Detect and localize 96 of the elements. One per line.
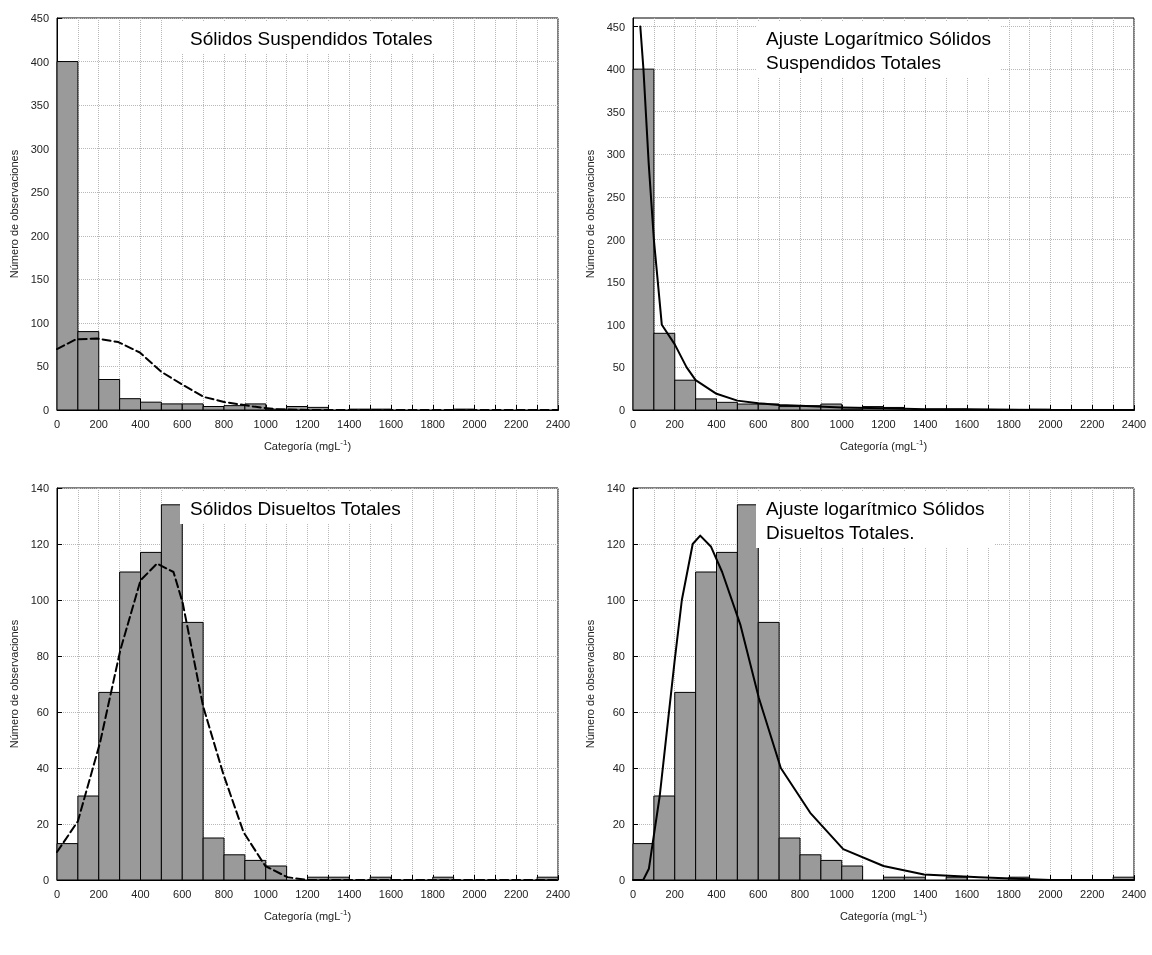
x-tick-label: 200 <box>665 887 684 900</box>
x-tick-label: 2400 <box>1121 887 1147 900</box>
x-tick-label: 800 <box>790 887 810 900</box>
y-tick-label: 20 <box>36 818 49 830</box>
x-tick-label: 1600 <box>378 417 404 430</box>
y-tick-label: 20 <box>612 818 625 830</box>
x-tick-label: 200 <box>89 417 108 430</box>
y-tick-label: 40 <box>612 762 625 774</box>
x-tick-label: 2000 <box>1038 417 1063 430</box>
y-tick-label: 0 <box>42 874 49 886</box>
x-tick-label: 1800 <box>996 887 1021 900</box>
text: Ajuste logarítmico Sólidos Disueltos Totales. <box>766 497 985 543</box>
x-tick-label: 1400 <box>337 417 362 430</box>
x-tick-label: 1200 <box>295 417 320 430</box>
text: Sólidos Disueltos Totales <box>190 497 401 519</box>
x-tick-label: 1000 <box>253 417 278 430</box>
x-tick-label: 400 <box>131 887 150 900</box>
text: Ajuste Logarítmico Sólidos Suspendidos Totales <box>766 27 991 73</box>
y-tick-label: 50 <box>36 360 49 373</box>
y-tick-label: 80 <box>612 650 625 662</box>
x-tick-label: 2400 <box>545 417 571 430</box>
y-tick-label: 450 <box>606 20 625 33</box>
x-tick-label: 1000 <box>829 417 854 430</box>
x-tick-label: 200 <box>89 887 108 900</box>
y-tick-label: 300 <box>30 142 49 155</box>
x-tick-label: 600 <box>749 417 768 430</box>
x-tick-label: 800 <box>790 417 810 430</box>
x-tick-label: 800 <box>214 417 234 430</box>
x-tick-label: 1600 <box>954 417 980 430</box>
y-tick-label: 80 <box>36 650 49 662</box>
x-tick-label: 0 <box>629 417 637 430</box>
y-tick-label: 100 <box>30 316 49 329</box>
y-tick-label: 150 <box>606 276 625 289</box>
y-tick-label: 140 <box>606 482 625 494</box>
y-tick-label: 400 <box>30 55 49 68</box>
y-tick-label: 200 <box>30 229 49 242</box>
x-tick-label: 1600 <box>954 887 980 900</box>
x-tick-label: 1600 <box>378 887 404 900</box>
y-tick-label: 400 <box>606 63 625 76</box>
x-tick-label: 2000 <box>462 887 487 900</box>
text: Sólidos Suspendidos Totales <box>190 27 433 49</box>
y-tick-label: 50 <box>612 361 625 374</box>
x-tick-label: 200 <box>665 417 684 430</box>
y-axis-title: Número de observaciones <box>583 149 596 279</box>
x-tick-label: 2200 <box>1080 887 1105 900</box>
x-tick-label: 1400 <box>913 887 938 900</box>
y-tick-label: 0 <box>618 404 625 416</box>
x-tick-label: 2200 <box>1080 417 1105 430</box>
y-tick-label: 200 <box>606 233 625 246</box>
x-tick-label: 400 <box>707 887 726 900</box>
x-tick-label: 2200 <box>504 887 529 900</box>
x-tick-label: 2000 <box>1038 887 1063 900</box>
y-axis-title: Número de observaciones <box>7 619 20 749</box>
x-tick-label: 1200 <box>295 887 320 900</box>
y-tick-label: 60 <box>36 706 49 718</box>
y-tick-label: 40 <box>36 762 49 774</box>
x-tick-label: 1400 <box>913 417 938 430</box>
y-tick-label: 120 <box>606 538 625 550</box>
x-tick-label: 1200 <box>871 887 896 900</box>
x-tick-label: 2400 <box>545 887 571 900</box>
x-tick-label: 1200 <box>871 417 896 430</box>
x-tick-label: 800 <box>214 887 234 900</box>
y-tick-label: 250 <box>606 190 625 203</box>
x-tick-label: 2400 <box>1121 417 1147 430</box>
y-tick-label: 120 <box>30 538 49 550</box>
x-tick-label: 1000 <box>829 887 854 900</box>
y-tick-label: 250 <box>30 186 49 199</box>
x-tick-label: 0 <box>53 887 61 900</box>
y-axis-title: Número de observaciones <box>7 149 20 279</box>
y-tick-label: 150 <box>30 273 49 286</box>
x-tick-label: 0 <box>53 417 61 430</box>
x-tick-label: 2200 <box>504 417 529 430</box>
x-tick-label: 1800 <box>420 417 445 430</box>
x-tick-label: 400 <box>707 417 726 430</box>
y-tick-label: 450 <box>30 12 49 24</box>
y-tick-label: 300 <box>606 148 625 161</box>
x-tick-label: 2000 <box>462 417 487 430</box>
x-tick-label: 1800 <box>996 417 1021 430</box>
y-tick-label: 100 <box>606 594 625 606</box>
y-axis-title: Número de observaciones <box>583 619 596 749</box>
x-tick-label: 600 <box>173 417 192 430</box>
y-tick-label: 350 <box>30 99 49 112</box>
y-tick-label: 60 <box>612 706 625 718</box>
x-tick-label: 600 <box>173 887 192 900</box>
x-tick-label: 1400 <box>337 887 362 900</box>
y-tick-label: 100 <box>606 318 625 331</box>
x-tick-label: 600 <box>749 887 768 900</box>
x-tick-label: 1800 <box>420 887 445 900</box>
x-tick-label: 0 <box>629 887 637 900</box>
y-tick-label: 0 <box>618 874 625 886</box>
x-tick-label: 1000 <box>253 887 278 900</box>
y-tick-label: 100 <box>30 594 49 606</box>
y-tick-label: 140 <box>30 482 49 494</box>
y-tick-label: 0 <box>42 404 49 416</box>
x-tick-label: 400 <box>131 417 150 430</box>
y-tick-label: 350 <box>606 105 625 118</box>
